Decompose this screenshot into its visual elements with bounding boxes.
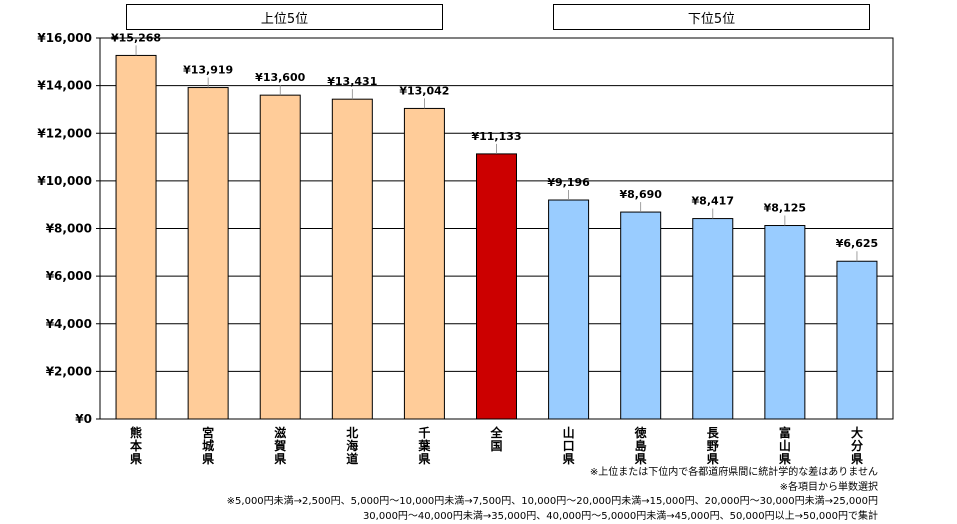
footnote-aggregation-1: ※5,000円未満→2,500円、5,000円～10,000円未満→7,500円… (227, 495, 878, 510)
y-tick-label: ¥2,000 (46, 364, 92, 378)
category-label: 千葉県 (417, 425, 431, 466)
value-label: ¥8,125 (764, 202, 806, 215)
y-tick-label: ¥6,000 (46, 269, 92, 283)
y-tick-label: ¥8,000 (46, 222, 92, 236)
category-label: 宮城県 (202, 425, 214, 466)
footnote-significance: ※上位または下位内で各都道府県間に統計学的な差はありません (227, 466, 878, 481)
y-tick-label: ¥0 (75, 412, 92, 426)
y-tick-label: ¥16,000 (37, 31, 92, 45)
category-label: 山口県 (563, 425, 575, 466)
category-label: 徳島県 (634, 425, 647, 466)
bar (477, 154, 517, 419)
value-label: ¥8,417 (692, 195, 734, 208)
bar (260, 95, 300, 419)
value-label: ¥11,133 (471, 130, 521, 143)
category-label: 北海道 (346, 425, 358, 466)
y-tick-label: ¥12,000 (37, 126, 92, 140)
bar (404, 108, 444, 419)
value-label: ¥6,625 (836, 237, 878, 250)
value-label: ¥13,042 (399, 84, 449, 97)
value-label: ¥13,919 (183, 64, 233, 77)
y-tick-label: ¥10,000 (37, 174, 92, 188)
y-tick-label: ¥4,000 (46, 317, 92, 331)
bar (188, 88, 228, 419)
footnotes: ※上位または下位内で各都道府県間に統計学的な差はありません ※各項目から単数選択… (227, 466, 878, 524)
bar (765, 226, 805, 419)
category-label: 滋賀県 (273, 425, 286, 466)
bar (116, 55, 156, 419)
bar (621, 212, 661, 419)
category-label: 長野県 (707, 425, 720, 466)
value-label: ¥13,600 (255, 71, 305, 84)
value-label: ¥13,431 (327, 75, 377, 88)
category-label: 全国 (489, 425, 503, 453)
bar (332, 99, 372, 419)
category-label: 富山県 (779, 425, 791, 466)
category-label: 大分県 (851, 425, 863, 466)
y-tick-label: ¥14,000 (37, 79, 92, 93)
footnote-single-choice: ※各項目から単数選択 (227, 481, 878, 496)
bar (693, 219, 733, 419)
value-label: ¥9,196 (547, 176, 590, 189)
category-label: 熊本県 (130, 425, 142, 466)
bar (549, 200, 589, 419)
footnote-aggregation-2: 30,000円～40,000円未満→35,000円、40,000円～5,0000… (227, 510, 878, 524)
bar (837, 261, 877, 419)
value-label: ¥8,690 (619, 188, 662, 201)
value-label: ¥15,268 (111, 31, 161, 44)
